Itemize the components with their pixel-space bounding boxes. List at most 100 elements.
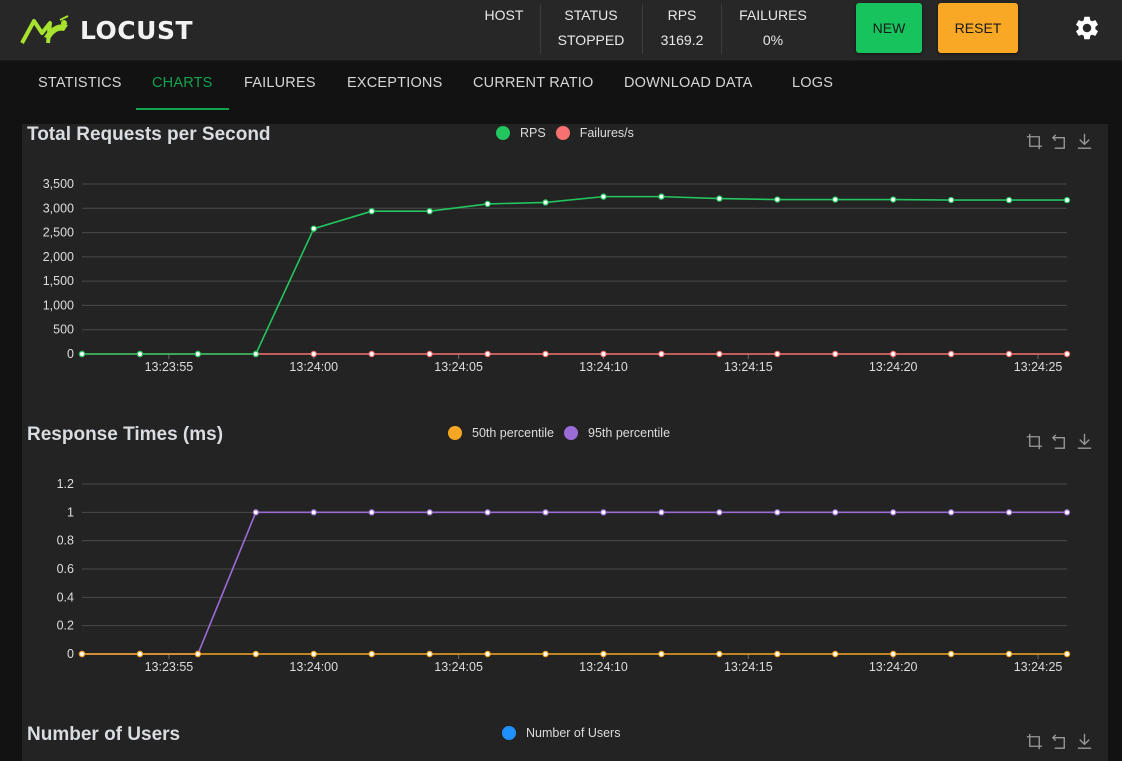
data-point — [658, 509, 665, 516]
tab-failures[interactable]: FAILURES — [244, 75, 316, 91]
y-tick-label: 500 — [53, 323, 74, 337]
new-button[interactable]: NEW — [856, 3, 922, 53]
data-point — [310, 225, 317, 232]
data-point — [368, 208, 375, 215]
y-tick-label: 0.2 — [57, 619, 74, 633]
crop-icon[interactable] — [1025, 732, 1044, 751]
tab-current-ratio[interactable]: CURRENT RATIO — [473, 75, 594, 91]
y-tick-label: 1,500 — [43, 274, 74, 288]
reset-button[interactable]: RESET — [938, 3, 1018, 53]
legend-item[interactable]: 95th percentile — [564, 426, 670, 440]
charts-panel: Total Requests per Second RPS Failures/s… — [22, 124, 1108, 761]
tab-exceptions[interactable]: EXCEPTIONS — [347, 75, 443, 91]
legend-item[interactable]: Failures/s — [555, 126, 634, 140]
restore-icon[interactable] — [1050, 732, 1069, 751]
status-stat: STATUS STOPPED — [548, 0, 634, 60]
data-point — [484, 509, 491, 516]
chart-title: Total Requests per Second — [27, 124, 271, 145]
legend-label: RPS — [520, 126, 546, 140]
response-times-chart: Response Times (ms) 50th percentile 95th… — [22, 424, 1108, 714]
data-point — [1063, 509, 1071, 516]
data-point — [774, 196, 781, 203]
legend-item[interactable]: Number of Users — [502, 726, 620, 740]
failures-value: 0% — [762, 32, 784, 48]
data-point — [368, 650, 375, 658]
data-point — [600, 193, 607, 200]
data-point — [947, 196, 955, 204]
data-point — [484, 650, 491, 658]
data-point — [252, 650, 260, 658]
data-point — [542, 650, 549, 658]
data-point — [1005, 350, 1013, 358]
y-tick-label: 0.6 — [57, 562, 74, 576]
x-tick-label: 13:24:15 — [724, 660, 773, 674]
failures-stat: FAILURES 0% — [729, 0, 817, 60]
crop-icon[interactable] — [1025, 132, 1044, 151]
crop-icon[interactable] — [1025, 432, 1044, 451]
legend-marker — [555, 126, 570, 140]
data-point — [947, 509, 955, 516]
data-point — [194, 350, 202, 358]
data-point — [426, 208, 433, 215]
data-point — [600, 350, 607, 358]
data-point — [426, 650, 433, 658]
x-tick-label: 13:24:05 — [434, 660, 483, 674]
download-icon[interactable] — [1075, 732, 1094, 751]
data-point — [310, 350, 317, 358]
users-chart: Number of Users Number of Users — [22, 724, 1108, 761]
tab-charts[interactable]: CHARTS — [136, 61, 229, 110]
data-point — [136, 350, 144, 358]
data-point — [774, 509, 781, 516]
download-icon[interactable] — [1075, 432, 1094, 451]
locust-logo: LOCUST — [20, 12, 193, 48]
data-point — [310, 509, 317, 516]
divider — [540, 4, 541, 54]
chart-toolbox — [1025, 732, 1094, 751]
data-point — [1063, 650, 1071, 658]
data-point — [658, 350, 665, 358]
legend-label: Number of Users — [526, 726, 621, 740]
data-point — [1005, 196, 1013, 204]
x-tick-label: 13:24:05 — [434, 360, 483, 374]
y-tick-label: 1 — [67, 505, 74, 519]
x-tick-label: 13:24:20 — [869, 660, 918, 674]
data-point — [832, 350, 839, 358]
data-point — [426, 509, 433, 516]
restore-icon[interactable] — [1050, 132, 1069, 151]
data-point — [310, 650, 317, 658]
tab-download-data[interactable]: DOWNLOAD DATA — [624, 75, 753, 91]
x-tick-label: 13:23:55 — [145, 660, 194, 674]
x-tick-label: 13:23:55 — [145, 360, 194, 374]
y-tick-label: 0.4 — [57, 590, 74, 604]
legend-marker — [564, 426, 579, 440]
gear-icon[interactable] — [1073, 14, 1101, 42]
legend-item[interactable]: RPS — [496, 126, 546, 140]
data-point — [774, 650, 781, 658]
status-value: STOPPED — [557, 32, 625, 48]
x-tick-label: 13:24:15 — [724, 360, 773, 374]
data-point — [484, 200, 491, 208]
data-point — [716, 650, 723, 658]
data-point — [832, 509, 839, 516]
restore-icon[interactable] — [1050, 432, 1069, 451]
series-line — [82, 195, 1067, 355]
y-tick-label: 0 — [67, 347, 74, 361]
data-point — [832, 196, 839, 203]
data-point — [78, 350, 86, 358]
legend-label: Failures/s — [579, 126, 634, 140]
divider — [642, 4, 643, 54]
divider — [721, 4, 722, 54]
chart-toolbox — [1025, 132, 1094, 151]
download-icon[interactable] — [1075, 132, 1094, 151]
data-point — [889, 196, 897, 203]
data-point — [716, 195, 723, 202]
legend-item[interactable]: 50th percentile — [448, 426, 554, 440]
x-tick-label: 13:24:10 — [579, 660, 628, 674]
tab-logs[interactable]: LOGS — [792, 75, 834, 91]
chart-plot: 0 500 1,000 1,500 2,000 2,500 3,000 3,500 13:23:… — [43, 177, 1071, 374]
data-point — [658, 650, 665, 658]
data-point — [716, 350, 723, 358]
data-point — [194, 650, 202, 658]
x-tick-label: 13:24:10 — [579, 360, 628, 374]
tab-statistics[interactable]: STATISTICS — [38, 75, 122, 91]
